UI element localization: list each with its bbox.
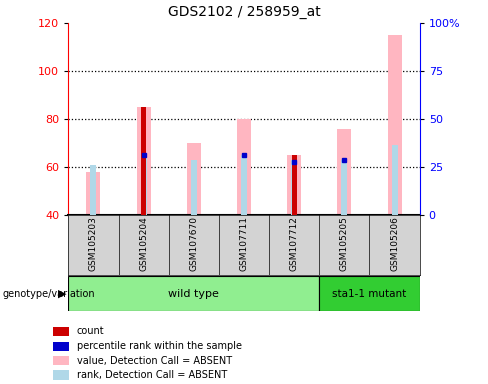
- Bar: [337, 129, 351, 215]
- Bar: [319, 276, 420, 311]
- Bar: [53, 327, 69, 336]
- Text: rank, Detection Call = ABSENT: rank, Detection Call = ABSENT: [77, 370, 227, 380]
- Bar: [287, 155, 301, 215]
- Bar: [241, 155, 247, 215]
- Bar: [53, 370, 69, 379]
- Bar: [68, 276, 319, 311]
- Bar: [141, 107, 146, 215]
- Bar: [90, 165, 97, 215]
- Text: GSM105203: GSM105203: [89, 216, 98, 271]
- Bar: [86, 172, 101, 215]
- Text: GSM105204: GSM105204: [139, 216, 148, 271]
- Text: GSM107711: GSM107711: [240, 216, 248, 271]
- Text: wild type: wild type: [168, 289, 219, 299]
- Bar: [237, 119, 251, 215]
- Text: GSM107670: GSM107670: [189, 216, 198, 271]
- Bar: [291, 160, 297, 215]
- Bar: [292, 155, 297, 215]
- Bar: [391, 146, 398, 215]
- Text: ▶: ▶: [58, 289, 67, 299]
- Bar: [191, 160, 197, 215]
- Text: sta1-1 mutant: sta1-1 mutant: [332, 289, 407, 299]
- Bar: [53, 342, 69, 351]
- Text: GSM105205: GSM105205: [340, 216, 349, 271]
- Text: value, Detection Call = ABSENT: value, Detection Call = ABSENT: [77, 356, 232, 366]
- Bar: [141, 155, 146, 215]
- Text: genotype/variation: genotype/variation: [2, 289, 95, 299]
- Title: GDS2102 / 258959_at: GDS2102 / 258959_at: [167, 5, 321, 19]
- Bar: [137, 107, 151, 215]
- Text: GSM107712: GSM107712: [290, 216, 299, 271]
- Bar: [53, 356, 69, 365]
- Bar: [187, 143, 201, 215]
- Text: GSM105206: GSM105206: [390, 216, 399, 271]
- Text: count: count: [77, 326, 104, 336]
- Bar: [387, 35, 402, 215]
- Bar: [342, 160, 347, 215]
- Text: percentile rank within the sample: percentile rank within the sample: [77, 341, 242, 351]
